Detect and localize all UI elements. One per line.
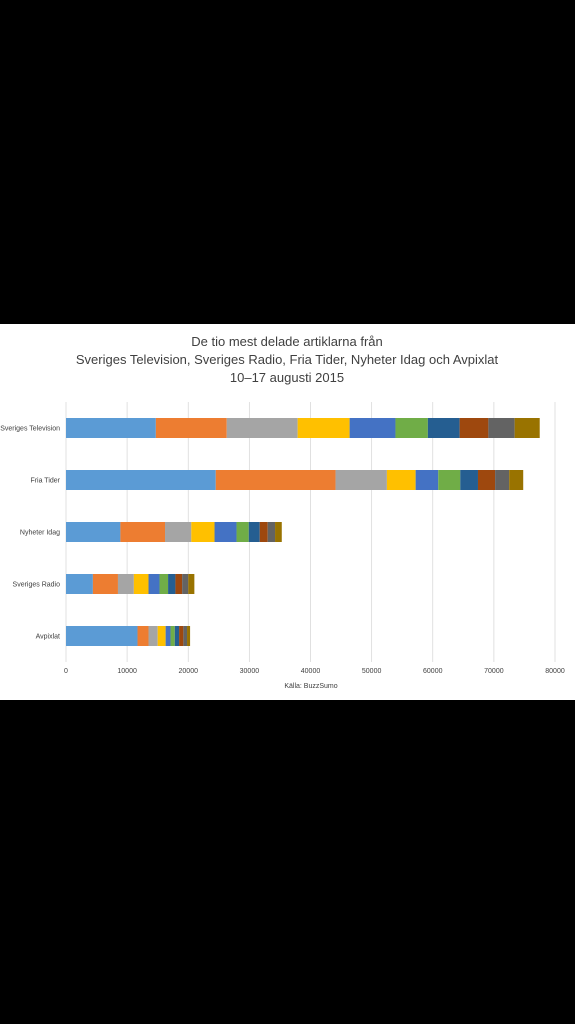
chart-title-line-3: 10–17 augusti 2015	[230, 370, 344, 385]
bar-segment-1-6	[460, 470, 478, 490]
category-label-2: Nyheter Idag	[20, 530, 60, 537]
bar-segment-2-6	[248, 522, 260, 542]
bar-segment-3-9	[188, 574, 195, 594]
bar-segment-2-5	[236, 522, 249, 542]
x-tick-label-4: 40000	[301, 668, 321, 675]
bar-segment-2-2	[165, 522, 192, 542]
bar-segment-1-8	[495, 470, 510, 490]
bar-segment-3-6	[168, 574, 176, 594]
bar-segment-1-7	[477, 470, 496, 490]
bar-segment-2-3	[191, 522, 215, 542]
bar-segment-3-5	[159, 574, 169, 594]
bar-segment-0-1	[155, 418, 227, 438]
bar-segment-2-7	[259, 522, 268, 542]
bar-segment-3-8	[182, 574, 189, 594]
bar-segment-2-9	[275, 522, 282, 542]
bar-segment-0-5	[395, 418, 428, 438]
bar-segment-4-4	[165, 626, 171, 646]
category-axis-labels: Sveriges Television Fria Tider Nyheter Ida…	[0, 426, 60, 641]
bar-segment-3-7	[175, 574, 183, 594]
chart-title: De tio mest delade artiklarna från Sveri…	[76, 334, 499, 385]
bar-segment-2-0	[66, 522, 121, 542]
bar-segment-0-2	[226, 418, 298, 438]
chart-title-line-2: Sveriges Television, Sveriges Radio, Fri…	[76, 352, 499, 367]
bar-segment-4-5	[170, 626, 175, 646]
bar-segment-4-6	[174, 626, 180, 646]
bar-segment-3-0	[66, 574, 93, 594]
bar-segment-1-5	[438, 470, 461, 490]
category-label-4: Avpixlat	[36, 634, 60, 641]
bar-segment-1-3	[386, 470, 416, 490]
bar-segment-0-0	[66, 418, 156, 438]
bar-segment-2-1	[120, 522, 166, 542]
bar-segment-0-3	[297, 418, 350, 438]
bar-segment-0-9	[514, 418, 540, 438]
bar-segment-4-9	[187, 626, 191, 646]
bar-segment-3-2	[117, 574, 134, 594]
gridlines	[65, 402, 556, 662]
bar-segment-2-4	[214, 522, 237, 542]
value-axis-labels: 0 10000 20000 30000 40000 50000 60000 70000 8000…	[64, 668, 565, 675]
x-tick-label-6: 60000	[423, 668, 443, 675]
bar-segment-2-8	[267, 522, 276, 542]
x-tick-label-0: 0	[64, 668, 68, 675]
bar-segment-0-4	[349, 418, 396, 438]
category-label-0: Sveriges Television	[0, 426, 60, 433]
x-tick-label-5: 50000	[362, 668, 382, 675]
bar-segment-4-7	[179, 626, 184, 646]
bar-segment-4-1	[137, 626, 149, 646]
bar-segment-1-9	[509, 470, 524, 490]
category-label-3: Sveriges Radio	[13, 582, 61, 589]
bar-segment-3-1	[92, 574, 118, 594]
bar-segment-4-2	[148, 626, 158, 646]
bar-segment-1-0	[66, 470, 216, 490]
chart-panel: De tio mest delade artiklarna från Sveri…	[0, 324, 575, 700]
x-tick-label-2: 20000	[179, 668, 199, 675]
bar-segment-4-8	[183, 626, 188, 646]
stacked-bar-chart: De tio mest delade artiklarna från Sveri…	[0, 334, 565, 690]
bar-segment-3-4	[148, 574, 160, 594]
bar-segment-4-0	[66, 626, 138, 646]
category-label-1: Fria Tider	[30, 478, 60, 485]
x-tick-label-7: 70000	[484, 668, 504, 675]
bar-segment-4-3	[157, 626, 166, 646]
bar-segment-3-3	[133, 574, 149, 594]
bar-segment-1-4	[415, 470, 439, 490]
x-tick-label-8: 80000	[545, 668, 565, 675]
bar-segment-1-2	[335, 470, 387, 490]
bars	[66, 418, 540, 646]
bar-segment-0-8	[488, 418, 515, 438]
bar-segment-1-1	[215, 470, 336, 490]
x-tick-label-1: 10000	[117, 668, 137, 675]
bar-segment-0-7	[459, 418, 489, 438]
bar-segment-0-6	[427, 418, 460, 438]
chart-title-line-1: De tio mest delade artiklarna från	[191, 334, 382, 349]
x-tick-label-3: 30000	[240, 668, 260, 675]
source-label: Källa: BuzzSumo	[284, 683, 337, 690]
